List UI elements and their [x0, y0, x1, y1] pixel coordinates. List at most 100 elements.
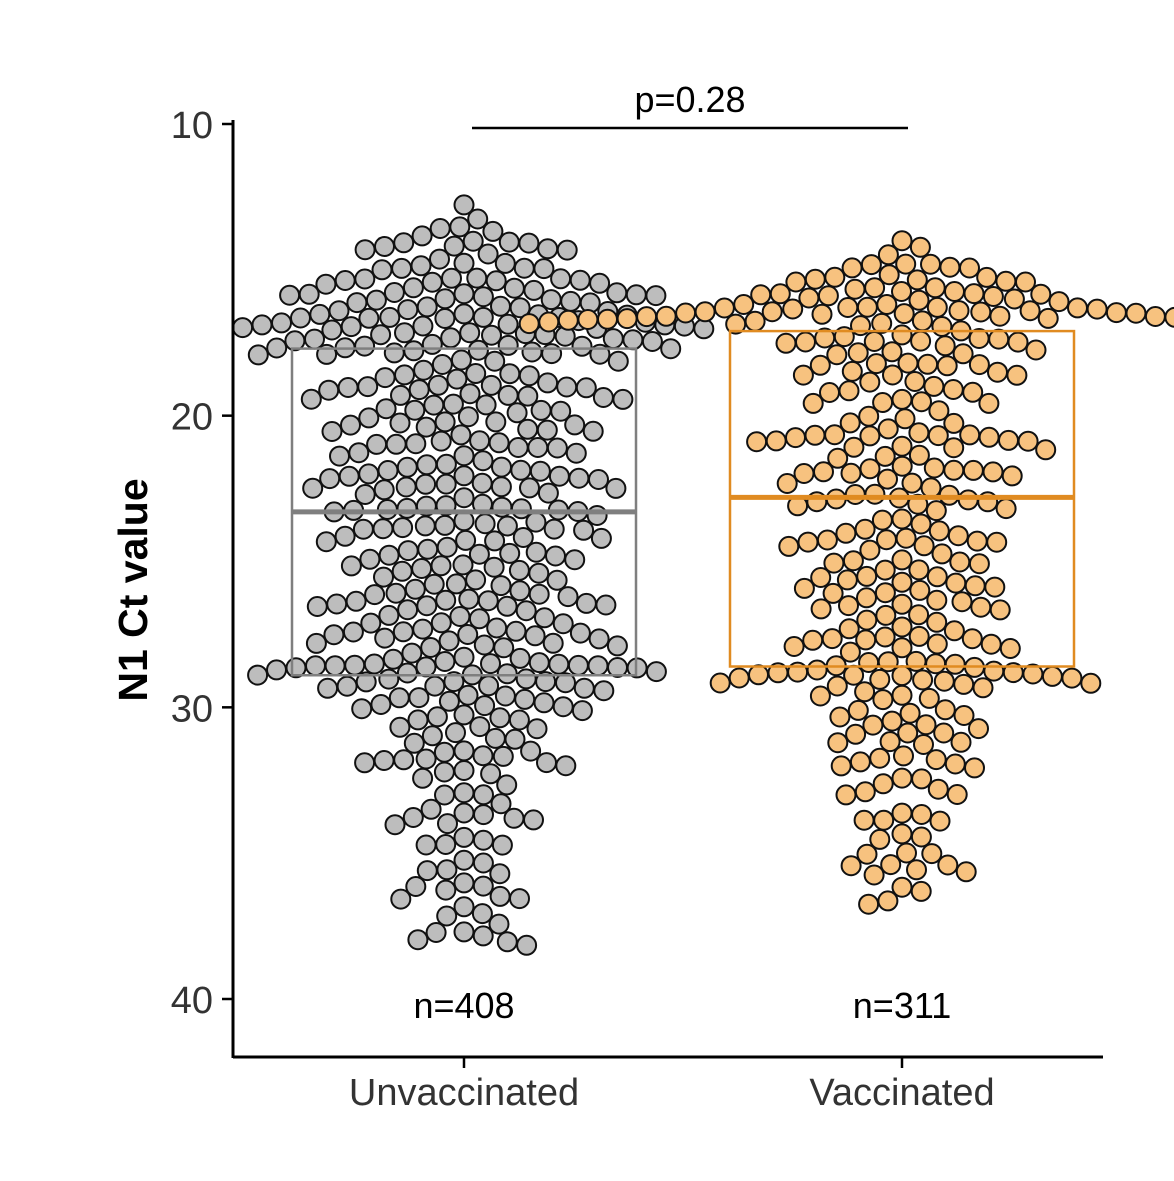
data-point [1105, 302, 1127, 324]
data-point [525, 511, 547, 533]
data-point [849, 751, 871, 773]
data-point [891, 435, 913, 457]
data-point [489, 885, 511, 907]
data-point [872, 689, 894, 711]
data-point [496, 595, 518, 617]
data-point [928, 400, 950, 422]
data-point [909, 579, 931, 601]
data-point [860, 254, 882, 276]
data-point [847, 699, 869, 721]
data-point [471, 472, 493, 494]
data-point [452, 554, 474, 576]
data-point [434, 308, 456, 329]
data-point [899, 702, 921, 724]
data-point [513, 257, 535, 279]
data-point [809, 685, 831, 707]
data-point [440, 327, 462, 349]
data-point [484, 350, 506, 372]
data-point [338, 465, 360, 487]
data-point [906, 859, 927, 881]
data-point [416, 595, 438, 617]
data-point [334, 270, 356, 291]
data-point [472, 925, 494, 947]
data-point [1003, 288, 1025, 310]
data-point [877, 468, 898, 490]
data-point [856, 843, 878, 865]
data-point [864, 483, 886, 505]
data-point [305, 632, 327, 654]
data-point [950, 731, 972, 753]
data-point [348, 442, 370, 464]
data-point [968, 718, 989, 740]
data-point [373, 479, 395, 501]
data-point [494, 685, 516, 707]
data-point [931, 316, 953, 337]
data-point [891, 571, 913, 593]
data-point [1030, 283, 1052, 305]
data-point [416, 860, 438, 882]
data-point [869, 747, 891, 769]
data-point [964, 575, 986, 597]
data-point [407, 709, 429, 731]
data-point [300, 388, 322, 410]
data-point [538, 311, 560, 333]
y-axis-label: N1 Ct value [110, 478, 156, 701]
data-point [995, 498, 1017, 520]
data-point [342, 621, 364, 643]
data-point [329, 445, 350, 467]
data-point [493, 637, 515, 659]
data-point [616, 308, 638, 330]
data-point [421, 725, 443, 747]
data-point [934, 335, 956, 357]
data-point [999, 638, 1021, 659]
data-point [856, 565, 878, 587]
data-point [492, 745, 514, 767]
data-point [480, 763, 502, 785]
data-point [709, 672, 731, 694]
data-point [869, 668, 891, 690]
data-point [874, 582, 896, 604]
data-point [305, 655, 326, 677]
data-point [533, 258, 555, 280]
data-point [537, 482, 559, 504]
data-point [488, 913, 510, 935]
data-point [927, 778, 949, 800]
data-point [412, 315, 434, 337]
data-point [340, 555, 362, 577]
data-point [785, 271, 807, 293]
data-point [434, 514, 456, 536]
data-point [859, 539, 881, 561]
data-point [944, 281, 965, 302]
data-point [396, 497, 418, 519]
data-point [425, 922, 447, 943]
data-point [394, 322, 415, 344]
data-point [497, 384, 519, 406]
data-point [877, 418, 899, 440]
data-point [383, 342, 405, 364]
data-point [804, 268, 826, 290]
data-point [980, 633, 1002, 655]
data-point [862, 714, 884, 736]
data-point [370, 324, 392, 346]
data-point [473, 784, 494, 806]
data-point [505, 620, 527, 642]
data-point [416, 454, 438, 476]
data-point [321, 319, 343, 341]
data-point [457, 624, 479, 645]
data-point [453, 646, 475, 668]
data-point [472, 745, 494, 767]
data-point [457, 406, 479, 428]
data-point [441, 267, 462, 289]
data-point [546, 569, 568, 591]
data-point [453, 872, 475, 894]
data-point [372, 518, 394, 540]
data-point [477, 590, 499, 612]
data-point [467, 339, 489, 361]
data-point [920, 477, 942, 499]
data-point [564, 414, 586, 436]
data-point [986, 531, 1008, 553]
data-point [908, 444, 930, 466]
data-point [855, 629, 877, 651]
data-point [874, 559, 896, 581]
data-point [266, 659, 287, 681]
